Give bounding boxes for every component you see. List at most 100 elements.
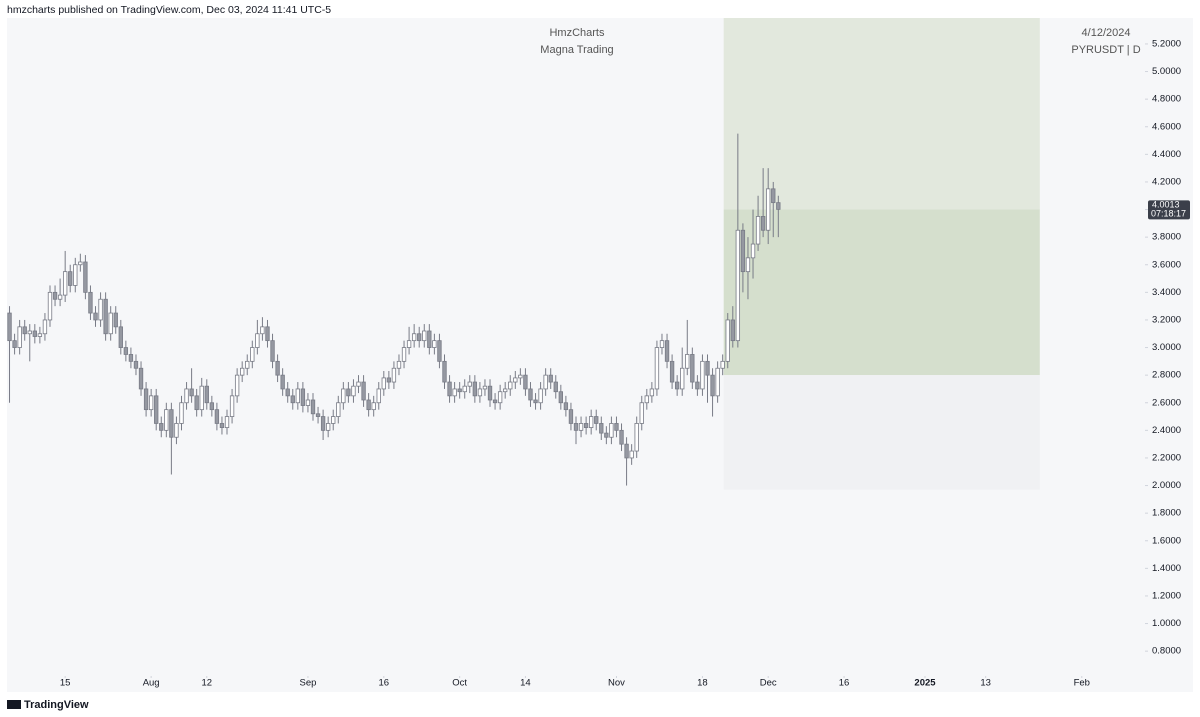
candle-body [604,432,609,438]
candle-body [138,367,144,390]
y-tick-label: 3.8000 [1152,232,1181,243]
candle-body [174,423,179,438]
candle-body [325,423,331,431]
candle-body [164,409,169,431]
candle-body [93,312,98,321]
candle-body [73,264,78,286]
candle-body [32,330,37,337]
candle-body [508,381,513,390]
candle-body [730,319,735,342]
candle-body [710,374,715,397]
candle-body [234,374,240,397]
candle-body [705,360,710,376]
candle-body [224,416,230,428]
position-zone [723,375,1040,490]
candle-body [351,385,356,397]
candle-body [68,271,73,286]
candle-body [148,395,154,411]
chart-title: HmzCharts [549,27,605,39]
candle-body [108,312,113,335]
candle-body [715,367,720,397]
x-tick-label: Aug [143,678,160,689]
y-tick-label: 3.2000 [1152,314,1181,325]
candle-body [568,409,574,424]
candle-body [760,216,766,231]
candle-body [685,354,690,369]
candle-body [219,423,225,428]
candle-body [437,340,442,362]
candle-body [427,330,432,348]
candle-body [614,423,619,431]
candle-body [700,360,705,390]
candle-body [503,388,508,393]
y-tick-label: 3.0000 [1152,342,1181,353]
candle-body [169,409,174,438]
date-label: 4/12/2024 [1082,27,1131,39]
candle-body [771,188,776,204]
candle-body [128,354,134,362]
candle-body [381,377,386,390]
candle-body [295,388,300,404]
candle-body [133,360,139,369]
candle-body [680,367,685,390]
x-tick-label: Feb [1074,678,1090,689]
symbol-label: PYRUSDT | D [1071,44,1140,56]
candle-body [513,377,518,383]
candle-body [755,216,761,245]
candle-body [664,340,670,362]
logo [7,700,21,709]
candle-body [83,261,88,293]
candle-body [417,333,422,342]
candle-body [189,388,194,397]
candle-body [563,402,569,411]
candle-body [88,291,93,314]
candle-body [17,326,22,348]
candle-body [103,298,108,335]
candle-body [467,381,472,387]
y-tick-label: 3.4000 [1152,287,1181,298]
candle-body [361,381,366,401]
candle-body [543,374,548,390]
y-tick-label: 1.4000 [1152,563,1181,574]
candle-body [599,423,604,434]
candle-body [245,360,250,369]
candle-body [371,402,376,411]
price-badge-countdown: 07:18:17 [1151,209,1186,219]
candle-body [113,312,118,328]
candle-body [331,416,336,424]
candle-body [573,423,579,431]
candle-body [462,385,467,393]
candle-body [578,423,584,431]
y-tick-label: 2.8000 [1152,370,1181,381]
candle-body [78,261,83,266]
candle-body [558,391,563,404]
candle-body [639,402,644,424]
candle-body [411,333,417,342]
candle-body [270,340,275,362]
x-tick-label: 16 [379,678,390,689]
candle-body [386,377,392,383]
y-tick-label: 1.0000 [1152,618,1181,629]
y-tick-label: 2.0000 [1152,480,1181,491]
candle-body [649,388,655,397]
x-tick-label: 13 [980,678,991,689]
x-tick-label: 18 [697,678,708,689]
candle-body [184,388,189,404]
candle-body [98,298,103,321]
candle-body [472,381,478,397]
candle-body [401,347,407,362]
candle-body [406,340,412,348]
price-badge [1148,200,1190,220]
candle-body [629,450,634,459]
x-tick-label: 16 [839,678,850,689]
candle-body [452,388,457,397]
candle-body [47,291,53,321]
candle-body [118,326,123,348]
candle-body [745,257,751,273]
candle-body [346,388,351,397]
candle-body [442,360,447,383]
candle-body [735,229,741,342]
candle-body [740,229,746,273]
candle-body [720,360,725,369]
candle-body [669,360,675,383]
